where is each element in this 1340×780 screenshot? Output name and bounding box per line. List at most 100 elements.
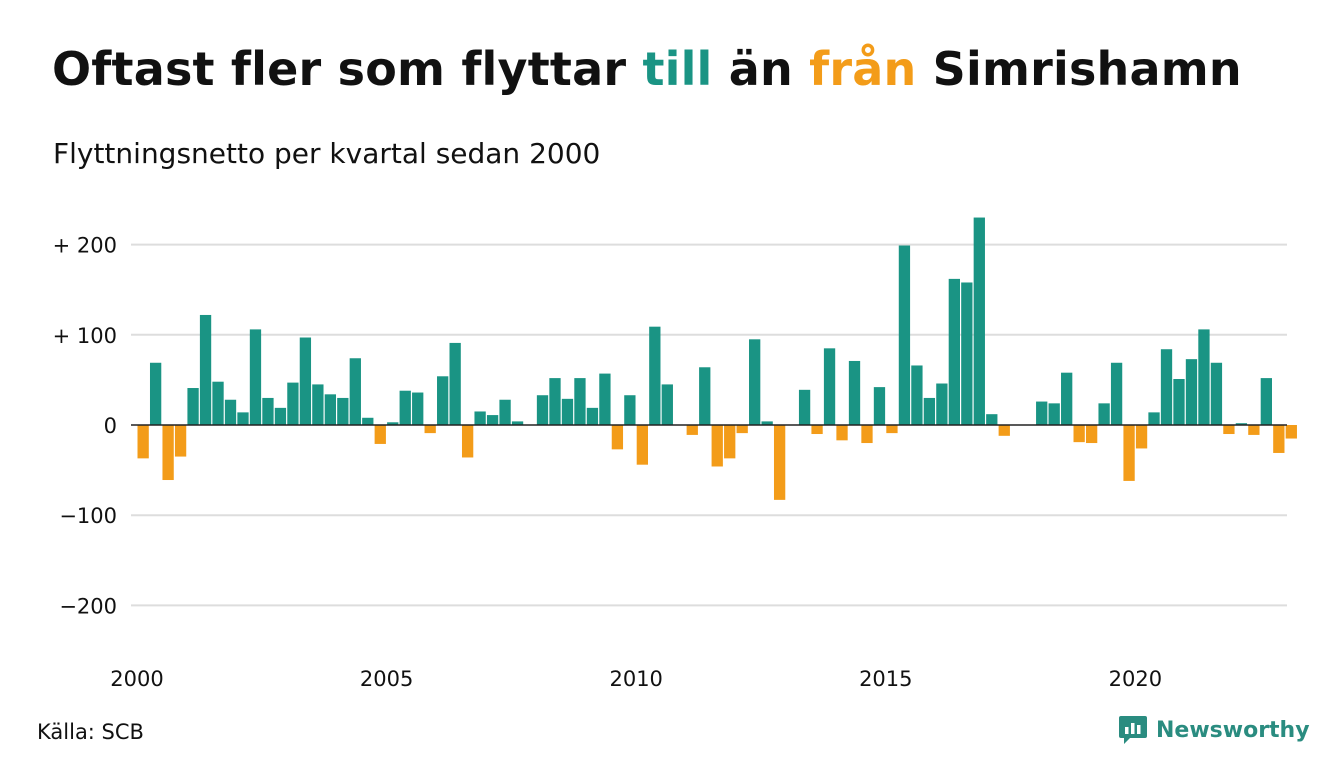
bar-quarter-68	[986, 414, 998, 425]
bar-quarter-65	[948, 278, 960, 425]
bar-quarter-79	[1123, 425, 1135, 481]
bar-quarter-77	[1098, 403, 1110, 425]
x-tick-label: 2015	[859, 667, 912, 691]
bar-quarter-48	[736, 425, 748, 434]
bar-quarter-28	[486, 415, 499, 425]
bar-quarter-19	[374, 425, 386, 444]
chart-title: Oftast fler som flyttar till än från Sim…	[52, 42, 1242, 96]
bar-quarter-67	[973, 217, 985, 425]
bar-quarter-26	[461, 425, 474, 458]
bar-quarter-78	[1110, 362, 1123, 425]
bar-quarter-21	[399, 390, 411, 425]
bar-quarter-18	[362, 417, 374, 425]
bar-quarter-66	[961, 282, 973, 425]
bar-quarter-59	[873, 387, 886, 425]
bar-quarter-58	[861, 425, 873, 444]
bar-quarter-29	[499, 399, 511, 425]
x-axis-tick-labels: 2000 2005 2010 2015 2020	[110, 667, 1162, 691]
bar-quarter-42	[661, 384, 673, 425]
bar-quarter-34	[561, 398, 574, 425]
bar-quarter-37	[599, 373, 611, 425]
bar-quarter-24	[437, 376, 449, 425]
bar-quarter-25	[449, 342, 461, 425]
newsworthy-logo-text: Newsworthy	[1156, 717, 1310, 743]
bar-quarter-2	[162, 425, 174, 481]
bar-chart: + 200 + 100 0 −100 −200 2000 2005 2010 2015 2020	[53, 217, 1297, 691]
bar-quarter-51	[773, 425, 786, 500]
bar-quarter-23	[424, 425, 436, 434]
chart-subtitle: Flyttningsnetto per kvartal sedan 2000	[53, 137, 601, 170]
bar-quarter-54	[811, 425, 823, 435]
bar-quarter-92	[1285, 425, 1297, 439]
bar-quarter-55	[823, 348, 836, 425]
title-part-3: Simrishamn	[916, 42, 1242, 96]
bar-quarter-6	[212, 381, 224, 425]
bar-quarter-33	[549, 378, 561, 425]
bar-quarter-9	[249, 329, 262, 425]
bar-quarter-57	[848, 360, 861, 425]
bar-quarter-40	[636, 425, 648, 465]
newsworthy-logo-icon	[1119, 716, 1147, 744]
bar-quarter-8	[237, 412, 249, 425]
bar-quarter-39	[624, 395, 636, 425]
x-tick-label: 2005	[360, 667, 413, 691]
bar-quarter-4	[187, 388, 199, 425]
bar-quarter-36	[586, 407, 599, 425]
bar-quarter-13	[299, 337, 312, 425]
bar-quarter-69	[998, 425, 1010, 436]
bar-quarter-1	[149, 362, 162, 425]
y-axis-tick-labels: + 200 + 100 0 −100 −200	[53, 234, 117, 619]
y-tick-label: + 100	[53, 324, 117, 348]
bar-quarter-89	[1248, 425, 1260, 435]
bar-quarter-81	[1148, 412, 1160, 425]
bar-quarter-30	[511, 421, 524, 425]
y-tick-label: + 200	[53, 234, 117, 258]
bars	[137, 217, 1297, 500]
bar-quarter-50	[761, 421, 773, 425]
bar-quarter-47	[724, 425, 736, 459]
bar-quarter-22	[412, 392, 424, 425]
x-tick-label: 2010	[609, 667, 662, 691]
bar-quarter-61	[898, 245, 911, 425]
bar-quarter-85	[1198, 329, 1210, 425]
title-part-1: Oftast fler som flyttar	[52, 42, 643, 96]
bar-quarter-64	[936, 383, 948, 425]
bar-quarter-7	[224, 399, 237, 425]
newsworthy-logo: Newsworthy	[1118, 714, 1310, 746]
bar-quarter-41	[649, 326, 661, 425]
bar-quarter-83	[1173, 379, 1185, 425]
title-highlight-fran: från	[809, 42, 917, 96]
bar-quarter-91	[1273, 425, 1285, 453]
bar-quarter-82	[1160, 349, 1173, 425]
bar-quarter-49	[749, 339, 761, 425]
bar-quarter-62	[911, 365, 923, 425]
bar-quarter-84	[1185, 359, 1198, 425]
bar-quarter-73	[1048, 403, 1060, 425]
bar-quarter-56	[836, 425, 848, 441]
gridlines	[131, 243, 1287, 607]
y-tick-label: −200	[59, 594, 117, 618]
y-tick-label: 0	[104, 414, 117, 438]
y-tick-label: −100	[59, 504, 117, 528]
bar-quarter-5	[199, 314, 212, 425]
bar-quarter-60	[886, 425, 898, 434]
bar-quarter-35	[574, 378, 586, 425]
bar-quarter-20	[387, 422, 399, 425]
bar-quarter-32	[536, 395, 549, 425]
bar-quarter-16	[337, 397, 349, 425]
bar-quarter-38	[611, 425, 624, 450]
bar-quarter-75	[1073, 425, 1085, 443]
bar-quarter-72	[1036, 401, 1048, 425]
x-tick-label: 2000	[110, 667, 163, 691]
bar-quarter-11	[274, 407, 287, 425]
title-part-2: än	[712, 42, 810, 96]
bar-quarter-0	[137, 425, 149, 459]
bar-quarter-10	[262, 397, 274, 425]
x-tick-label: 2020	[1109, 667, 1162, 691]
bar-quarter-74	[1061, 372, 1073, 425]
bar-quarter-63	[923, 397, 936, 425]
bar-quarter-88	[1235, 423, 1248, 425]
bar-quarter-14	[312, 384, 324, 425]
bar-quarter-44	[686, 425, 698, 435]
bar-quarter-90	[1260, 378, 1272, 425]
